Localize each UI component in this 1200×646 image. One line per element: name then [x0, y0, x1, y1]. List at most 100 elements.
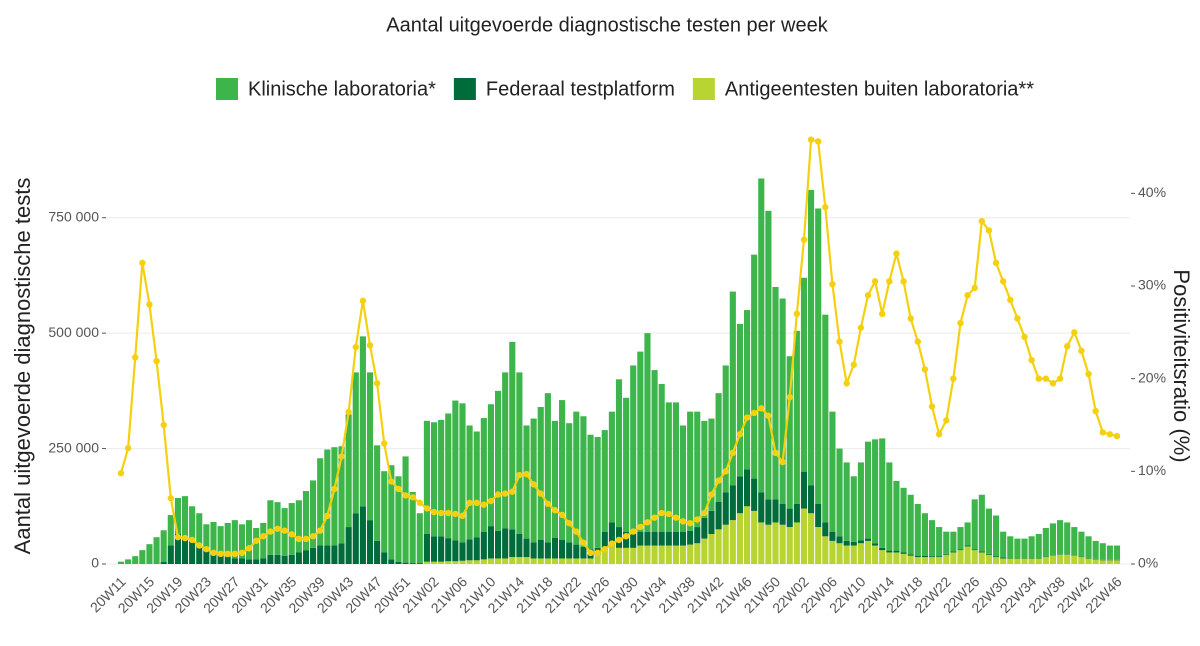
line-point — [1113, 432, 1121, 440]
bar — [793, 503, 800, 523]
line-point — [907, 315, 914, 322]
bar — [288, 503, 295, 555]
bar — [758, 522, 765, 564]
bar — [679, 425, 687, 532]
bar — [466, 560, 473, 564]
bar — [1021, 558, 1028, 564]
bar — [936, 557, 943, 564]
line-point — [665, 510, 672, 518]
bar — [665, 545, 672, 564]
bar — [743, 469, 751, 507]
bar — [1113, 545, 1121, 560]
bar — [388, 559, 395, 564]
line-point — [260, 533, 267, 540]
bar — [822, 522, 829, 537]
line-point — [943, 417, 950, 424]
bar — [310, 480, 317, 548]
bar — [196, 545, 203, 564]
bar — [345, 414, 352, 528]
bar — [1099, 560, 1106, 564]
bar — [779, 298, 786, 504]
bar — [736, 476, 744, 514]
line-point — [750, 409, 758, 417]
bar — [231, 558, 238, 564]
bar — [324, 545, 331, 564]
bar — [779, 524, 786, 564]
bar — [708, 418, 715, 511]
bar — [359, 336, 366, 507]
bar — [651, 370, 658, 532]
bar — [452, 540, 459, 562]
line-point — [580, 539, 587, 546]
line-point — [950, 375, 957, 382]
bar — [238, 524, 246, 559]
line-point — [1056, 375, 1064, 382]
bar — [729, 291, 736, 486]
bar — [836, 448, 843, 537]
bar — [1007, 536, 1014, 558]
bar — [679, 531, 687, 546]
bar — [857, 540, 864, 544]
bar — [651, 545, 658, 564]
bar — [850, 476, 857, 542]
bar — [1049, 523, 1057, 556]
line-point — [985, 227, 993, 234]
line-point — [558, 511, 566, 519]
bar — [822, 314, 829, 523]
bar — [687, 544, 694, 564]
bar — [879, 438, 886, 548]
line-point — [686, 520, 694, 527]
bar — [459, 542, 466, 561]
line-point — [1078, 347, 1085, 355]
line-point — [822, 204, 829, 211]
line-point — [188, 536, 196, 544]
bar — [587, 434, 594, 550]
bar — [978, 552, 985, 564]
bar — [886, 462, 893, 551]
bar — [736, 323, 744, 477]
bar — [559, 558, 566, 564]
bar — [324, 449, 331, 546]
bar — [914, 503, 921, 556]
line-point — [729, 449, 737, 457]
bar — [928, 557, 936, 564]
bar — [189, 506, 196, 541]
y2-tick-label: 40% — [1138, 184, 1166, 200]
line-point — [544, 500, 552, 507]
bar — [509, 529, 516, 558]
bar — [786, 508, 793, 528]
line-point — [843, 380, 850, 387]
bar — [1064, 554, 1071, 564]
line-point — [999, 278, 1007, 285]
bar — [687, 530, 694, 545]
bar — [950, 551, 957, 553]
bar — [921, 555, 928, 558]
bar — [551, 537, 559, 559]
bar — [630, 547, 637, 564]
bar — [886, 552, 893, 564]
bar — [267, 500, 274, 555]
bar — [317, 545, 324, 564]
bar — [139, 550, 146, 564]
legend-swatch — [216, 78, 238, 100]
bar — [295, 552, 302, 564]
line-point — [530, 481, 537, 488]
bar — [487, 558, 495, 564]
bar — [224, 557, 231, 564]
line-point — [331, 485, 338, 493]
bar — [1099, 543, 1106, 560]
bar — [402, 456, 409, 563]
bar — [331, 447, 338, 546]
line-point — [900, 278, 907, 285]
bar — [146, 544, 153, 564]
bar — [722, 492, 729, 525]
line-point — [722, 468, 729, 475]
bar — [1000, 557, 1007, 559]
line-point — [324, 512, 331, 520]
bar — [943, 531, 950, 554]
bar — [566, 423, 573, 543]
bar — [978, 551, 985, 553]
bar — [530, 418, 537, 543]
line-point — [765, 412, 772, 419]
bar — [551, 420, 559, 538]
